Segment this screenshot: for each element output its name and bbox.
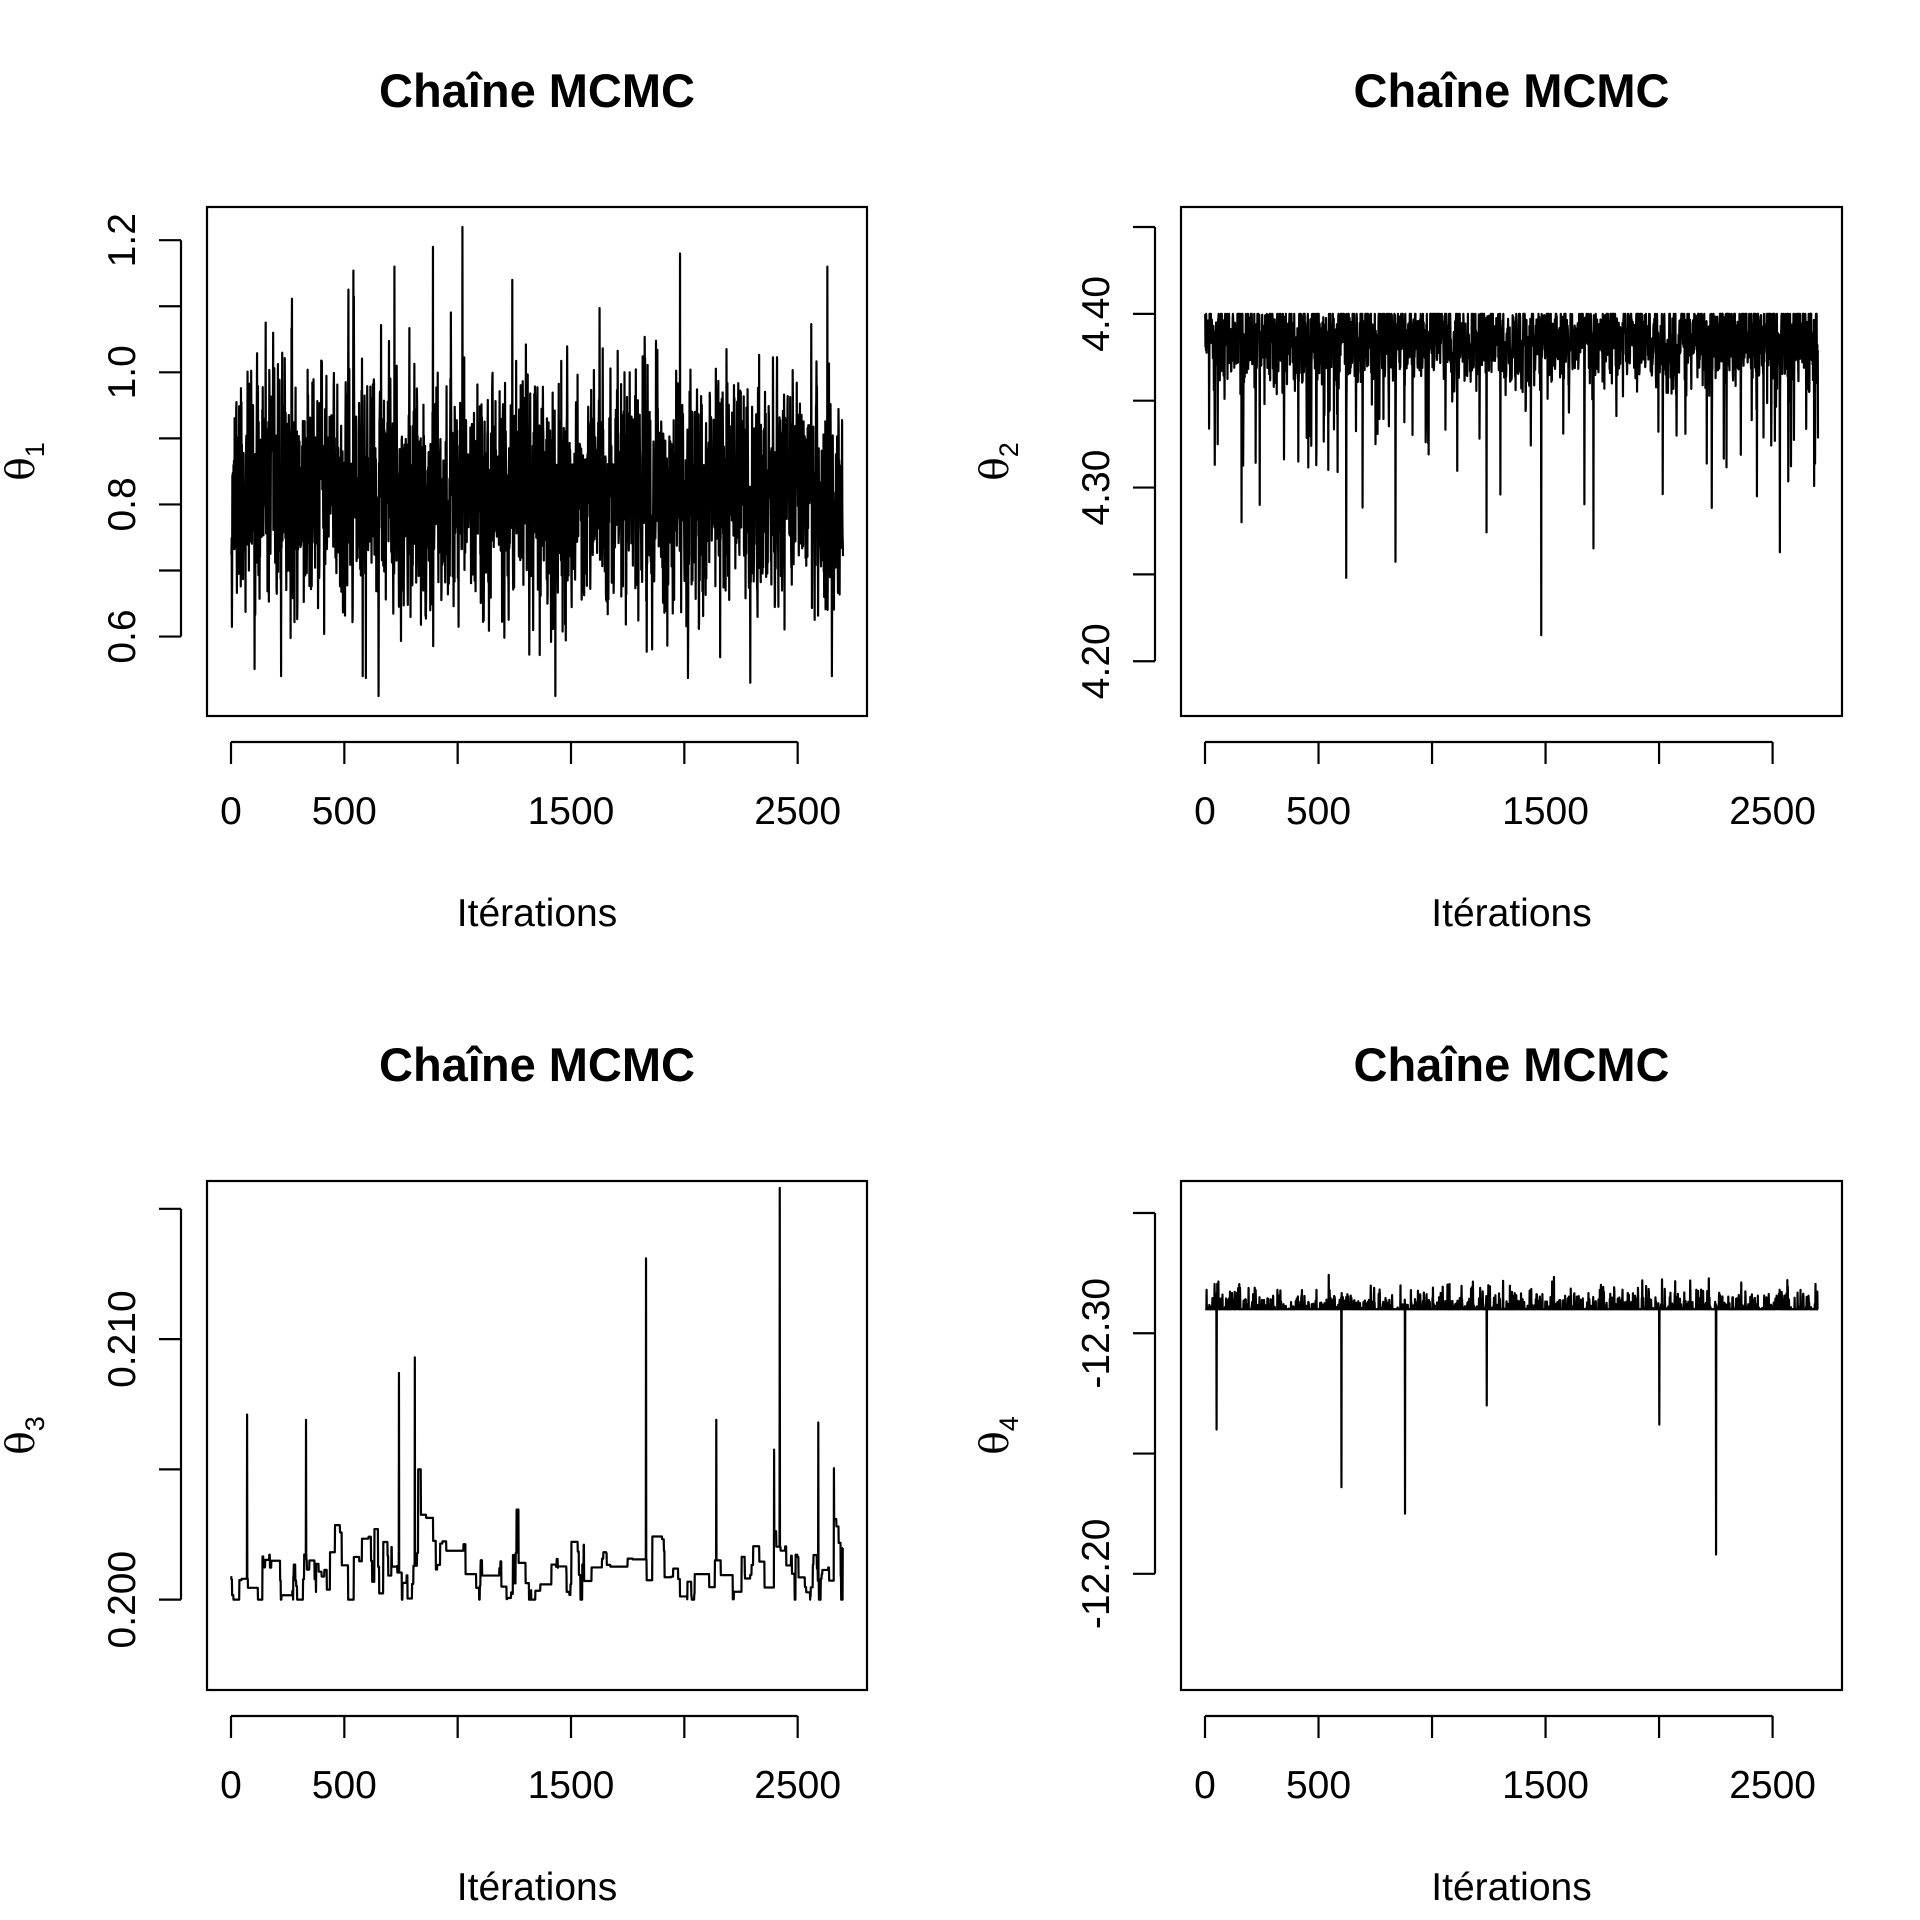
x-tick-label: 0 <box>1194 790 1216 833</box>
theta-symbol: θ <box>0 457 44 480</box>
chart-panel-1: 0 500 1500 2500 0.6 0.8 1.0 1.2 Chaîne MCMC Itéra… <box>0 64 869 935</box>
chart-panel-3: 0 500 1500 2500 0.200 0.210 Chaîne MCMC Itérati… <box>0 1038 869 1909</box>
theta-symbol: θ <box>0 1431 44 1454</box>
plot-frame <box>205 205 869 718</box>
y-tick-label: 0.6 <box>101 609 144 663</box>
x-tick-label: 0 <box>220 790 242 833</box>
x-tick-label: 500 <box>312 790 377 833</box>
x-tick-label: 2500 <box>1729 1764 1816 1807</box>
y-tick-label: 4.30 <box>1075 450 1118 526</box>
x-axis-label: Itérations <box>457 1866 617 1909</box>
chart-title: Chaîne MCMC <box>1354 1038 1670 1091</box>
x-tick-label: 500 <box>1286 1764 1351 1807</box>
y-axis-label: θ3 <box>0 1416 50 1455</box>
y-tick-label: 0.210 <box>101 1290 144 1388</box>
y-axis-label: θ1 <box>0 442 50 481</box>
chart-panel-2: 0 500 1500 2500 4.20 4.30 4.40 Chaîne MCMC Itéra… <box>973 64 1844 935</box>
y-axis: -12.20 -12.30 <box>1075 1211 1157 1629</box>
y-tick-label: 4.20 <box>1075 623 1118 699</box>
trace-line-2 <box>1204 312 1820 637</box>
x-tick-label: 1500 <box>528 1764 615 1807</box>
plot-frame <box>1179 1179 1844 1692</box>
x-tick-label: 2500 <box>1729 790 1816 833</box>
chart-title: Chaîne MCMC <box>379 1038 695 1091</box>
chart-title: Chaîne MCMC <box>379 64 695 117</box>
theta-symbol: θ <box>973 457 1018 480</box>
y-tick-label: 1.0 <box>101 345 144 399</box>
y-axis: 0.200 0.210 <box>101 1207 183 1649</box>
y-tick-label: 0.200 <box>101 1551 144 1649</box>
plot-frame <box>1179 205 1844 718</box>
chart-title: Chaîne MCMC <box>1354 64 1670 117</box>
y-axis-label: θ2 <box>973 442 1024 481</box>
trace-line-1 <box>230 225 845 698</box>
x-tick-label: 500 <box>312 1764 377 1807</box>
y-tick-label: -12.20 <box>1075 1518 1118 1629</box>
x-axis: 0 500 1500 2500 <box>220 740 841 833</box>
theta-subscript: 3 <box>20 1416 50 1431</box>
x-tick-label: 1500 <box>1502 1764 1589 1807</box>
chart-panel-4: 0 500 1500 2500 -12.20 -12.30 Chaîne MCMC Itéra… <box>973 1038 1844 1909</box>
x-tick-label: 0 <box>220 1764 242 1807</box>
plot-frame <box>205 1179 869 1692</box>
x-tick-label: 1500 <box>528 790 615 833</box>
x-axis: 0 500 1500 2500 <box>220 1714 841 1807</box>
x-tick-label: 2500 <box>754 790 841 833</box>
y-axis: 4.20 4.30 4.40 <box>1075 225 1157 699</box>
x-tick-label: 500 <box>1286 790 1351 833</box>
y-tick-label: 0.8 <box>101 477 144 531</box>
trace-line-4 <box>1204 1273 1819 1556</box>
x-axis-label: Itérations <box>1431 1866 1591 1909</box>
theta-subscript: 2 <box>994 442 1024 457</box>
x-axis: 0 500 1500 2500 <box>1194 740 1816 833</box>
x-tick-label: 1500 <box>1502 790 1589 833</box>
x-axis-label: Itérations <box>457 892 617 935</box>
theta-symbol: θ <box>973 1431 1018 1454</box>
theta-subscript: 1 <box>20 442 50 457</box>
y-tick-label: -12.30 <box>1075 1278 1118 1389</box>
trace-line-3 <box>230 1186 844 1601</box>
x-axis: 0 500 1500 2500 <box>1194 1714 1816 1807</box>
x-tick-label: 0 <box>1194 1764 1216 1807</box>
y-axis-label: θ4 <box>973 1416 1024 1455</box>
x-axis-label: Itérations <box>1431 892 1591 935</box>
x-tick-label: 2500 <box>754 1764 841 1807</box>
y-tick-label: 4.40 <box>1075 276 1118 352</box>
theta-subscript: 4 <box>994 1416 1024 1431</box>
y-axis: 0.6 0.8 1.0 1.2 <box>101 213 183 664</box>
y-tick-label: 1.2 <box>101 213 144 267</box>
